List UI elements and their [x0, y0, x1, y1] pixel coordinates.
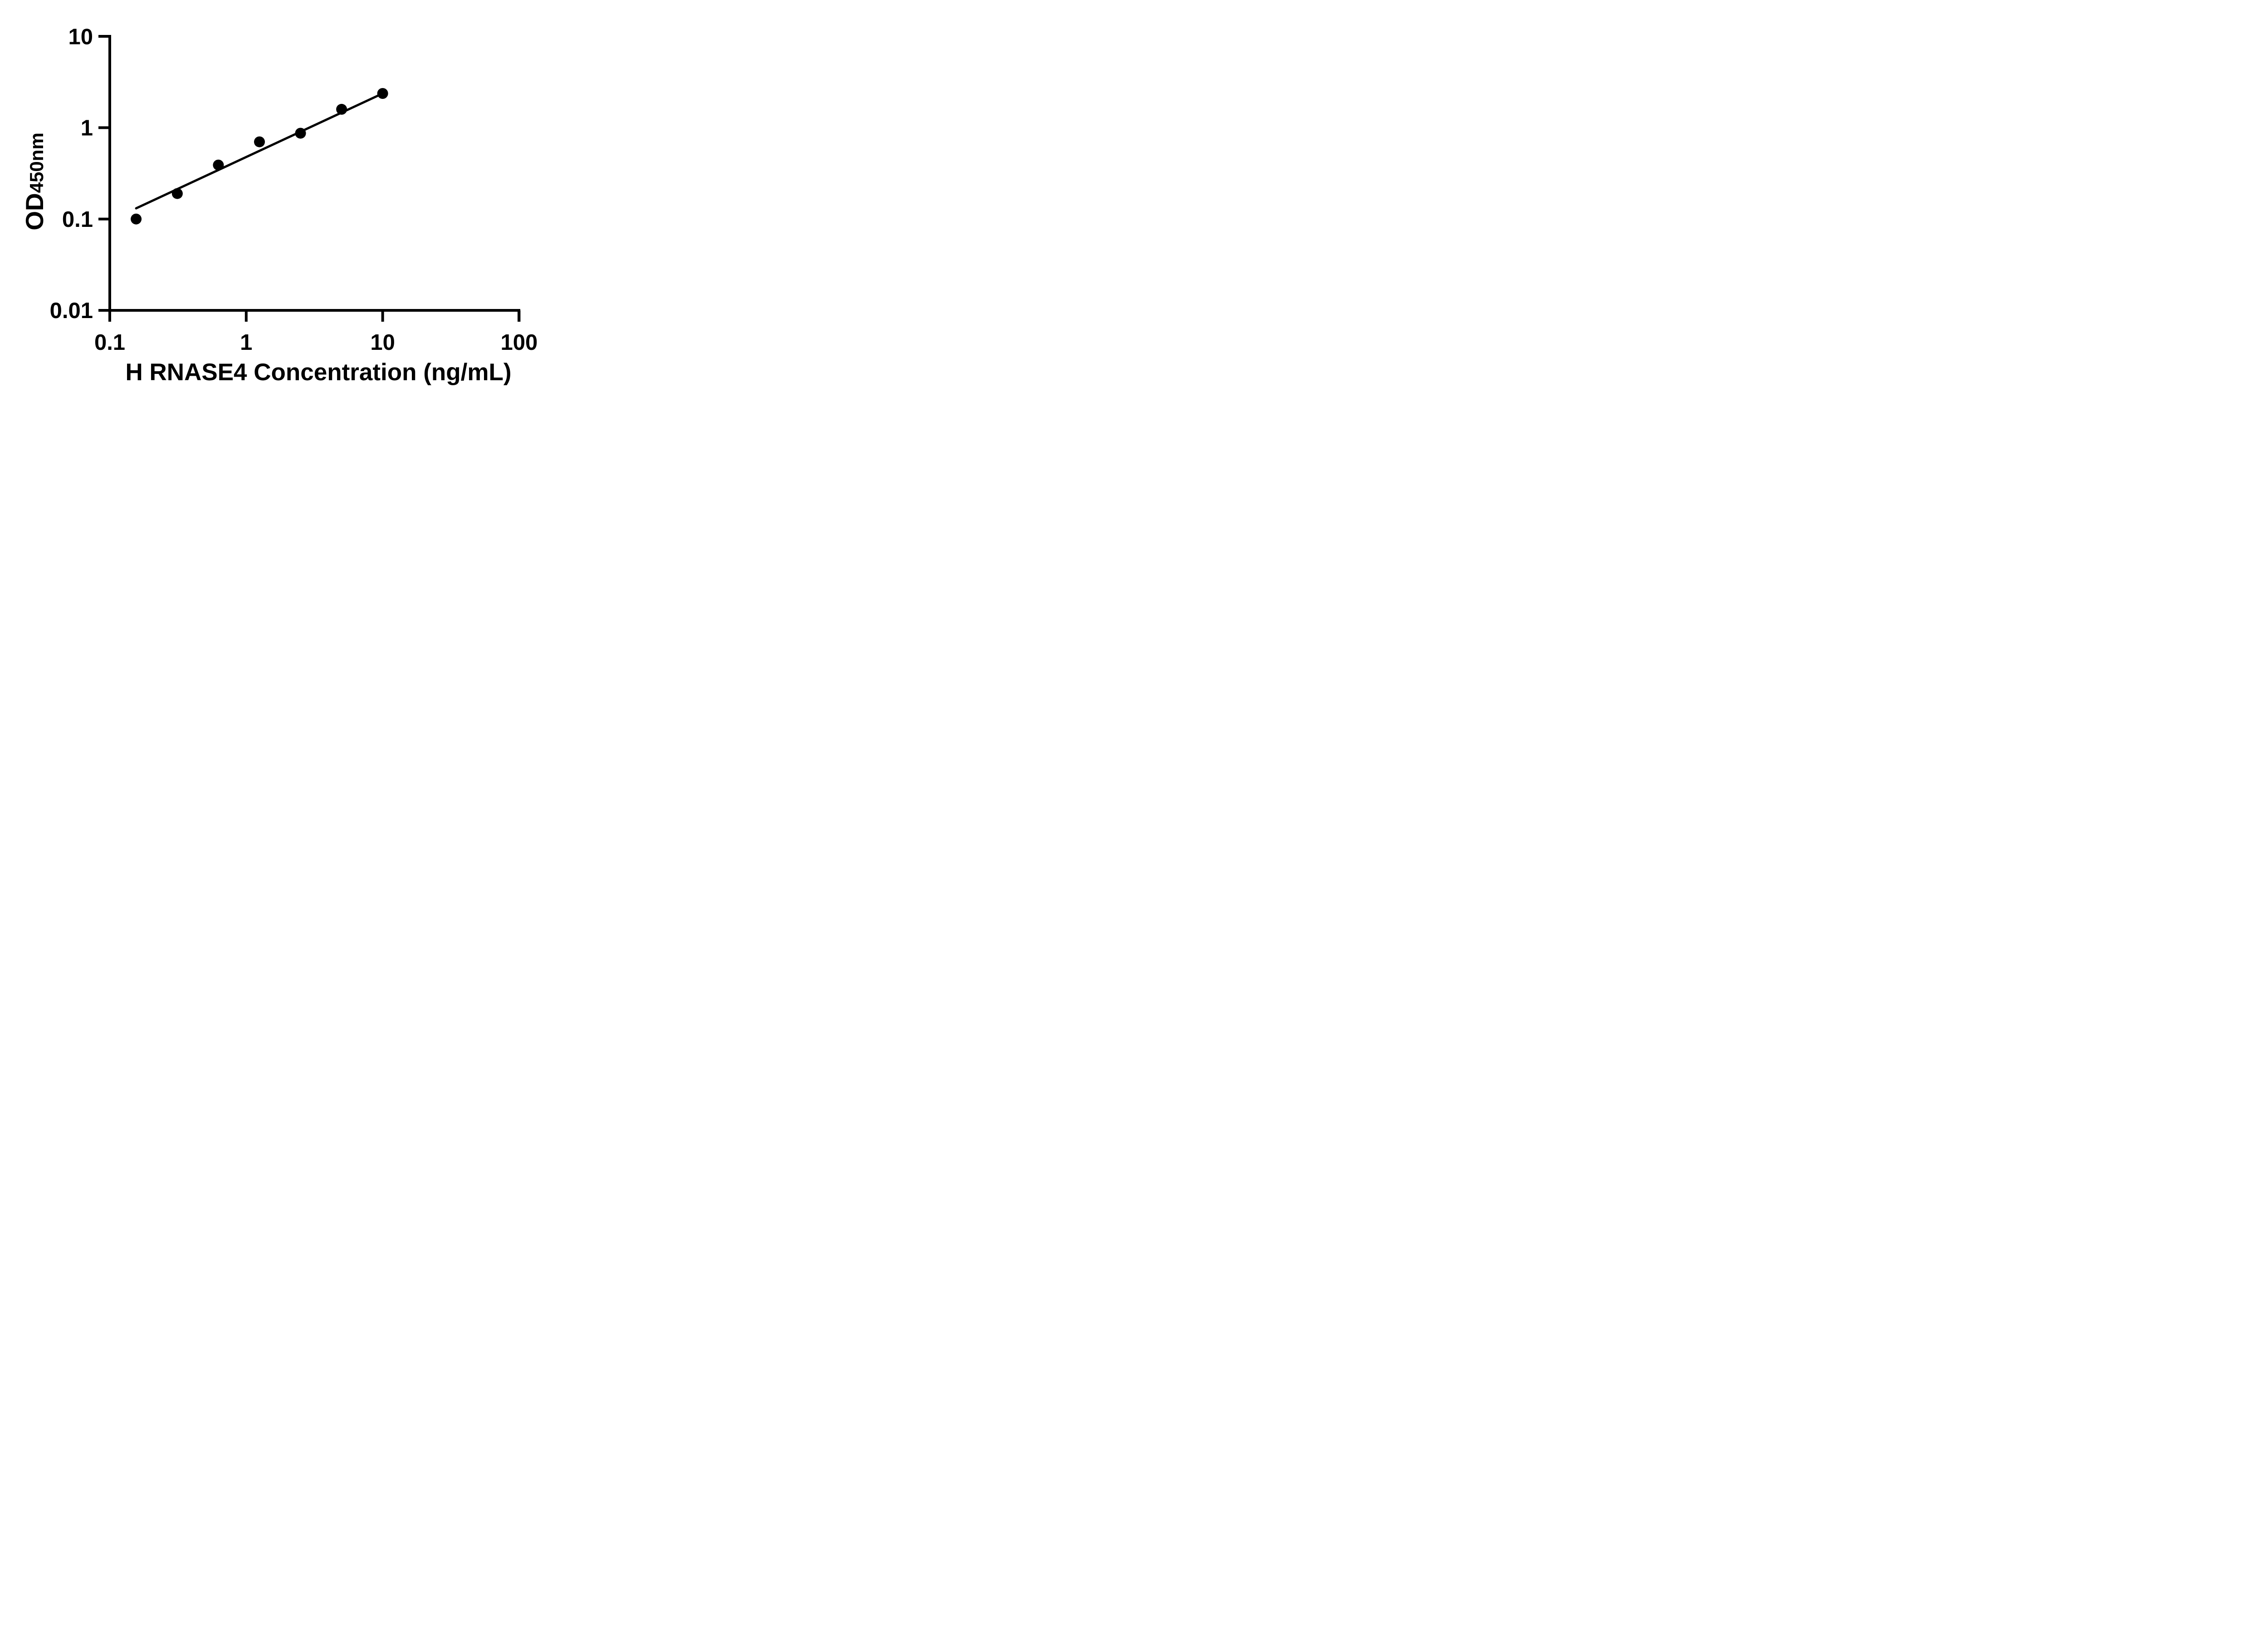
- data-point: [171, 188, 183, 199]
- x-tick-label: 0.1: [94, 330, 125, 355]
- y-tick-label: 1: [81, 116, 93, 141]
- y-tick-label: 10: [68, 25, 93, 49]
- data-point: [131, 213, 142, 225]
- x-tick-label: 10: [370, 330, 395, 355]
- x-axis-title: H RNASE4 Concentration (ng/mL): [126, 359, 512, 386]
- data-point: [295, 127, 306, 139]
- data-points-layer: [131, 88, 388, 225]
- x-tick-label: 100: [501, 330, 538, 355]
- data-point: [377, 88, 388, 99]
- elisa-standard-curve-figure: 0.01 0.1 1 10 0.1 1 10 100 H RNASE4 Concentrati…: [0, 0, 581, 407]
- data-point: [213, 159, 224, 171]
- y-axis-title-main: OD: [20, 193, 49, 230]
- y-tick-label: 0.1: [62, 207, 93, 232]
- y-axis-title: OD450nm: [20, 132, 49, 230]
- y-tick-label: 0.01: [50, 299, 93, 323]
- axis-spines: [98, 35, 520, 322]
- x-tick-label: 1: [240, 330, 252, 355]
- data-point: [254, 136, 265, 147]
- data-point: [336, 103, 347, 115]
- y-axis-title-subscript: 450nm: [26, 132, 47, 193]
